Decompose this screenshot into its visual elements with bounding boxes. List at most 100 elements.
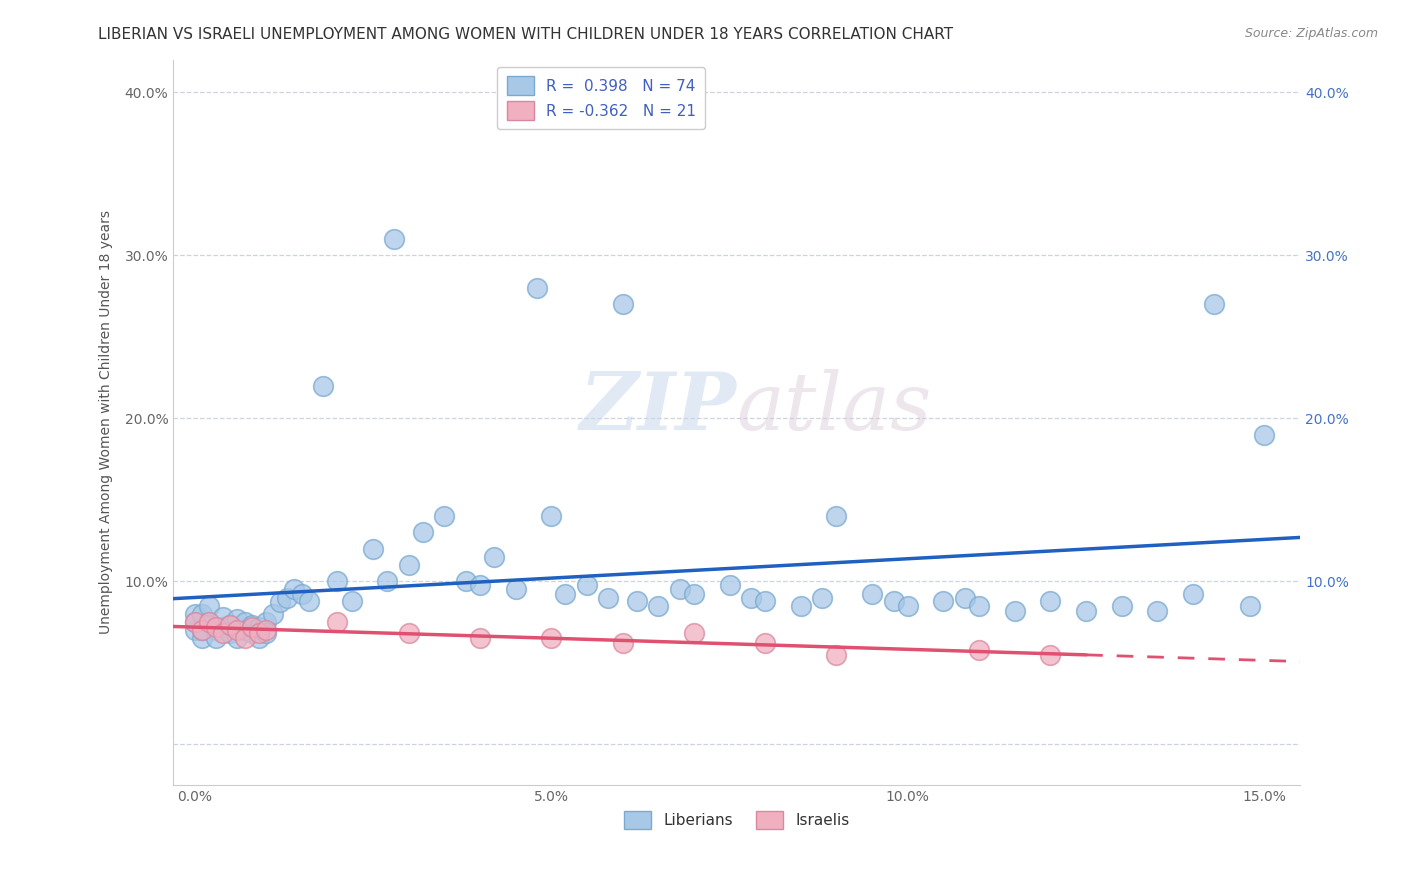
Point <box>226 624 249 638</box>
Point <box>190 632 212 646</box>
Point <box>219 618 242 632</box>
Point <box>254 624 277 638</box>
Point <box>212 620 235 634</box>
Point <box>190 624 212 638</box>
Point <box>190 607 212 621</box>
Point <box>897 599 920 613</box>
Point <box>205 620 228 634</box>
Point <box>240 626 263 640</box>
Point <box>398 626 420 640</box>
Point <box>298 594 321 608</box>
Point <box>1074 604 1097 618</box>
Point <box>212 626 235 640</box>
Point <box>540 632 562 646</box>
Point <box>269 595 291 609</box>
Point <box>212 610 235 624</box>
Point <box>183 607 205 621</box>
Point <box>219 618 242 632</box>
Point <box>540 509 562 524</box>
Point <box>361 541 384 556</box>
Point <box>183 615 205 629</box>
Legend: Liberians, Israelis: Liberians, Israelis <box>617 805 856 836</box>
Point <box>433 509 456 524</box>
Point <box>254 626 277 640</box>
Point <box>967 599 990 613</box>
Point <box>612 297 634 311</box>
Point <box>754 636 776 650</box>
Point <box>183 624 205 638</box>
Point <box>276 591 298 605</box>
Y-axis label: Unemployment Among Women with Children Under 18 years: Unemployment Among Women with Children U… <box>100 211 114 634</box>
Point <box>1253 427 1275 442</box>
Point <box>382 232 405 246</box>
Text: atlas: atlas <box>737 369 932 447</box>
Text: ZIP: ZIP <box>579 369 737 447</box>
Point <box>247 626 270 640</box>
Point <box>1004 604 1026 618</box>
Text: LIBERIAN VS ISRAELI UNEMPLOYMENT AMONG WOMEN WITH CHILDREN UNDER 18 YEARS CORREL: LIBERIAN VS ISRAELI UNEMPLOYMENT AMONG W… <box>98 27 953 42</box>
Point <box>598 591 620 605</box>
Point <box>183 615 205 629</box>
Point <box>198 599 221 613</box>
Point <box>198 615 221 629</box>
Point <box>226 612 249 626</box>
Point <box>454 574 477 589</box>
Point <box>262 607 284 621</box>
Point <box>825 648 848 662</box>
Point <box>1239 599 1261 613</box>
Point <box>612 636 634 650</box>
Point <box>340 594 363 608</box>
Point <box>1111 599 1133 613</box>
Point <box>825 509 848 524</box>
Point <box>967 642 990 657</box>
Point <box>1039 648 1062 662</box>
Point <box>398 558 420 572</box>
Point <box>205 632 228 646</box>
Point <box>326 615 349 629</box>
Point <box>247 620 270 634</box>
Point <box>233 615 256 629</box>
Point <box>226 632 249 646</box>
Point <box>290 587 312 601</box>
Point <box>1039 594 1062 608</box>
Point <box>1182 587 1205 601</box>
Point <box>932 594 955 608</box>
Point <box>1146 604 1168 618</box>
Point <box>312 378 335 392</box>
Point <box>575 577 598 591</box>
Point <box>233 624 256 638</box>
Point <box>554 587 576 601</box>
Point <box>240 620 263 634</box>
Point <box>233 632 256 646</box>
Point <box>254 615 277 629</box>
Point <box>190 624 212 638</box>
Point <box>412 525 434 540</box>
Point <box>1204 297 1226 311</box>
Point <box>740 591 762 605</box>
Point <box>505 582 527 597</box>
Point <box>468 632 491 646</box>
Point <box>326 574 349 589</box>
Point <box>283 582 305 597</box>
Point <box>205 624 228 638</box>
Point <box>482 549 505 564</box>
Point <box>198 615 221 629</box>
Point <box>953 591 976 605</box>
Point <box>526 281 548 295</box>
Point <box>754 594 776 608</box>
Point <box>790 599 813 613</box>
Point <box>883 594 905 608</box>
Point <box>811 591 834 605</box>
Point <box>468 577 491 591</box>
Point <box>626 594 648 608</box>
Point <box>682 587 704 601</box>
Point <box>718 577 741 591</box>
Point <box>668 582 690 597</box>
Point <box>647 599 669 613</box>
Point <box>240 618 263 632</box>
Point <box>247 632 270 646</box>
Point <box>219 626 242 640</box>
Text: Source: ZipAtlas.com: Source: ZipAtlas.com <box>1244 27 1378 40</box>
Point <box>682 626 704 640</box>
Point <box>375 574 398 589</box>
